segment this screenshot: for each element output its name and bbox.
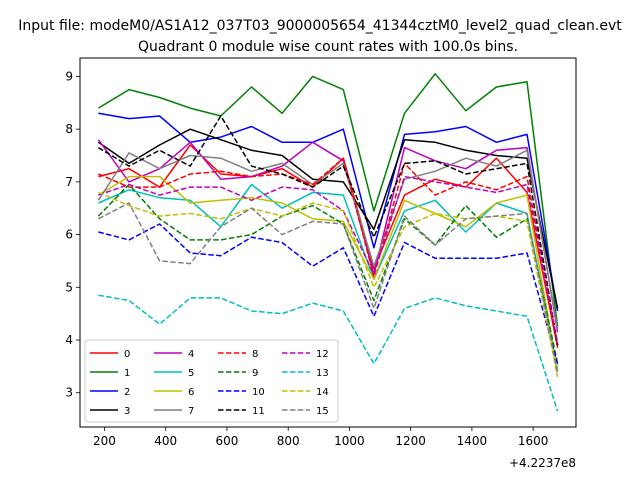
legend-label-10: 10	[252, 387, 265, 398]
legend-label-7: 7	[188, 406, 194, 417]
chart-title: Quadrant 0 module wise count rates with …	[138, 39, 518, 55]
series-line-0	[98, 144, 559, 349]
y-tick-label: 3	[65, 386, 73, 400]
x-tick-label: 1400	[457, 434, 488, 448]
legend-label-6: 6	[188, 387, 194, 398]
x-tick-label: 400	[154, 434, 177, 448]
series-line-11	[98, 115, 559, 346]
x-offset-text: +4.2237e8	[509, 456, 576, 470]
series-line-3	[97, 128, 559, 309]
legend-label-9: 9	[252, 368, 258, 379]
legend-label-3: 3	[124, 406, 130, 417]
legend-label-13: 13	[316, 368, 329, 379]
legend-label-12: 12	[316, 349, 329, 360]
x-tick-label: 1000	[334, 434, 365, 448]
legend-label-1: 1	[124, 368, 130, 379]
legend-label-14: 14	[316, 387, 329, 398]
series-line-2	[98, 112, 559, 312]
series-line-13	[98, 294, 559, 412]
legend-label-4: 4	[188, 349, 194, 360]
series-line-4	[97, 139, 559, 333]
series-line-9	[97, 183, 559, 364]
legend-label-15: 15	[316, 406, 329, 417]
y-tick-label: 5	[65, 280, 73, 294]
legend-label-2: 2	[124, 387, 130, 398]
y-tick-label: 7	[65, 175, 73, 189]
legend-label-11: 11	[252, 406, 265, 417]
x-tick-label: 200	[93, 434, 116, 448]
legend-label-5: 5	[188, 368, 194, 379]
legend-label-0: 0	[124, 349, 130, 360]
series-line-6	[98, 175, 559, 372]
series-line-10	[98, 223, 559, 364]
y-tick-label: 8	[65, 122, 73, 136]
legend-label-8: 8	[252, 349, 258, 360]
y-tick-label: 9	[65, 69, 73, 83]
axes-frame	[79, 57, 577, 428]
series-line-7	[97, 149, 559, 330]
series-line-15	[98, 202, 559, 375]
y-tick-label: 4	[65, 333, 73, 347]
x-tick-label: 600	[216, 434, 239, 448]
series-line-12	[98, 175, 559, 343]
y-tick-label: 6	[65, 228, 73, 242]
plot-area: 200 400 600 800 1000 1200 1400 1600345678901234…	[65, 57, 577, 448]
legend-box	[84, 339, 339, 423]
series-line-8	[98, 157, 559, 346]
x-tick-label: 800	[277, 434, 300, 448]
x-tick-label: 1600	[518, 434, 549, 448]
series-line-1	[98, 73, 559, 327]
figure-suptitle: Input file: modeM0/AS1A12_037T03_9000005…	[18, 18, 622, 34]
x-tick-label: 1200	[395, 434, 426, 448]
